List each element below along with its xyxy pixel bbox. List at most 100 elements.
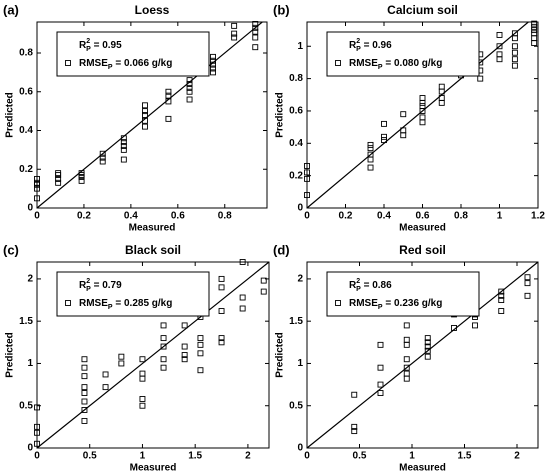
point [165,115,172,122]
point [252,24,259,31]
y-tick-label: 0.5 [289,400,303,411]
legend-rmse-sub: P [108,304,113,311]
point [231,34,238,41]
point [377,364,384,371]
x-tick-label: 1 [497,211,503,222]
legend-rmse-symbol: RMSE [79,298,108,309]
point [424,339,431,346]
point [419,95,426,101]
point [381,137,387,144]
point [252,44,259,51]
x-axis-label: Measured [130,463,177,474]
point [231,30,238,37]
point [531,27,538,34]
point [531,30,538,37]
point [139,375,146,382]
legend-r2-sup: 2 [356,278,360,285]
point [186,88,193,95]
point [381,133,387,140]
point [165,98,172,105]
point [403,341,410,348]
legend-r2-sub: P [86,46,91,53]
point [81,373,88,380]
y-tick-label: 0.8 [19,48,33,59]
legend-rmse-sub: P [378,304,383,311]
y-tick-label: 1 [297,41,303,52]
point [78,170,85,177]
point [511,43,518,50]
point [81,356,88,363]
point [218,339,225,346]
point [419,103,426,110]
chart-title: Red soil [399,243,446,257]
point [424,335,431,342]
y-tick-label: 1 [297,358,303,369]
point [400,127,407,134]
point [351,423,358,430]
legend-r2-symbol: R [349,40,357,51]
x-tick-label: 1.5 [188,451,202,462]
point [351,391,358,398]
point [252,28,259,35]
point [511,49,518,56]
point [186,77,193,84]
x-tick-label: 0.4 [377,211,391,222]
point [210,53,216,60]
point [142,123,148,130]
point [252,34,259,41]
point [260,288,267,295]
point [531,35,538,42]
point [239,294,246,301]
point [81,398,88,405]
legend-r2-sub: P [356,46,361,53]
y-tick-label: 0 [297,203,303,214]
legend-r2-sub: P [86,286,91,293]
x-axis-label: Measured [399,463,446,474]
point [55,175,62,182]
x-tick-label: 1 [140,451,146,462]
point [424,347,431,354]
legend-box [56,31,210,77]
x-tick-label: 0.6 [171,211,185,222]
plot-frame [36,261,270,449]
y-axis-label: Predicted [5,92,16,138]
legend-r2-text: = 0.96 [361,40,392,51]
point [99,150,106,157]
y-tick-label: 0.6 [19,86,33,97]
legend-marker [335,60,341,66]
point [142,108,148,115]
point [120,139,127,146]
legend-r2: R2 P = 0.86 [349,278,392,293]
point [367,141,374,148]
chart-title: Black soil [125,243,181,257]
point [210,57,216,64]
point [197,367,204,374]
x-tick-label: 0 [304,211,310,222]
point [524,274,531,281]
legend-rmse-sub: P [108,64,113,71]
legend-rmse-symbol: RMSE [79,58,108,69]
x-tick-label: 0.4 [124,211,138,222]
y-tick-label: 0 [27,203,33,214]
identity-line [306,21,529,209]
point [511,62,518,69]
legend-rmse: RMSEP = 0.066 g/kg [79,58,172,71]
legend-r2: R2 P = 0.95 [79,38,122,53]
point [197,350,204,357]
point [81,384,88,391]
point [351,428,358,435]
point [260,277,267,284]
point [424,353,431,360]
point [531,20,538,27]
x-tick-label: 2 [514,451,520,462]
y-axis-label: Predicted [275,332,286,378]
legend-r2-symbol: R [79,280,87,291]
point [498,308,505,314]
x-tick-label: 0 [34,211,40,222]
point [55,170,62,177]
point [197,335,204,342]
y-tick-label: 1.5 [289,316,303,327]
identity-line [36,261,270,449]
point [81,364,88,371]
